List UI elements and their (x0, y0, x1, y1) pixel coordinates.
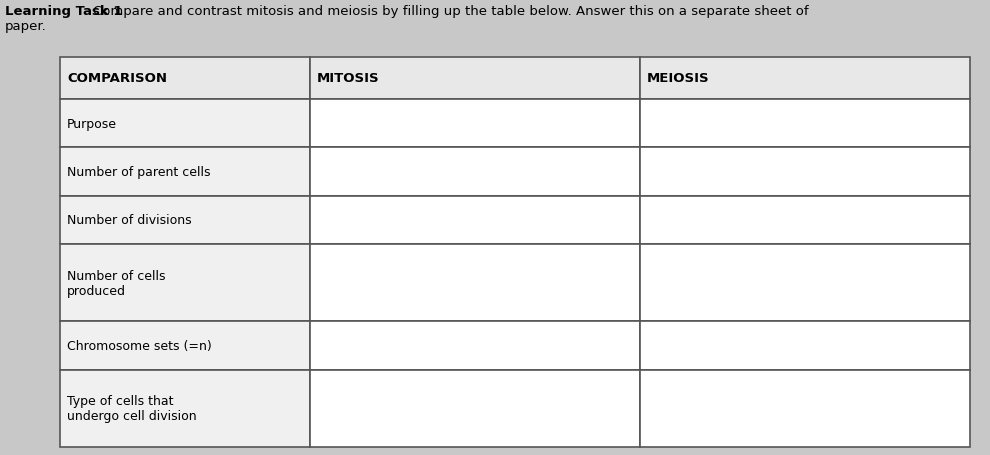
Text: Number of parent cells: Number of parent cells (67, 166, 211, 179)
Text: Compare and contrast mitosis and meiosis by filling up the table below. Answer t: Compare and contrast mitosis and meiosis… (93, 5, 809, 18)
Text: Learning Task 1: Learning Task 1 (5, 5, 123, 18)
Bar (60, 322, 310, 370)
Bar (310, 196, 641, 244)
Text: Number of divisions: Number of divisions (67, 214, 192, 227)
Bar (60, 148, 310, 196)
Bar (310, 322, 641, 370)
Bar (60, 58, 310, 100)
Bar (310, 370, 641, 447)
Bar (310, 100, 641, 148)
Bar (641, 322, 970, 370)
Bar (60, 370, 310, 447)
Text: Type of cells that
undergo cell division: Type of cells that undergo cell division (67, 394, 197, 422)
Bar (60, 244, 310, 322)
Bar (641, 148, 970, 196)
Bar (60, 100, 310, 148)
Text: Number of cells
produced: Number of cells produced (67, 269, 165, 297)
Text: MEIOSIS: MEIOSIS (647, 72, 710, 86)
Bar (310, 148, 641, 196)
Bar (310, 58, 641, 100)
Text: MITOSIS: MITOSIS (317, 72, 380, 86)
Text: COMPARISON: COMPARISON (67, 72, 167, 86)
Bar (310, 244, 641, 322)
Text: Purpose: Purpose (67, 117, 117, 131)
Bar (641, 244, 970, 322)
Bar (641, 100, 970, 148)
Text: paper.: paper. (5, 20, 47, 33)
Bar (641, 370, 970, 447)
Bar (641, 196, 970, 244)
Bar (60, 196, 310, 244)
Bar (641, 58, 970, 100)
Text: Chromosome sets (=n): Chromosome sets (=n) (67, 339, 212, 352)
